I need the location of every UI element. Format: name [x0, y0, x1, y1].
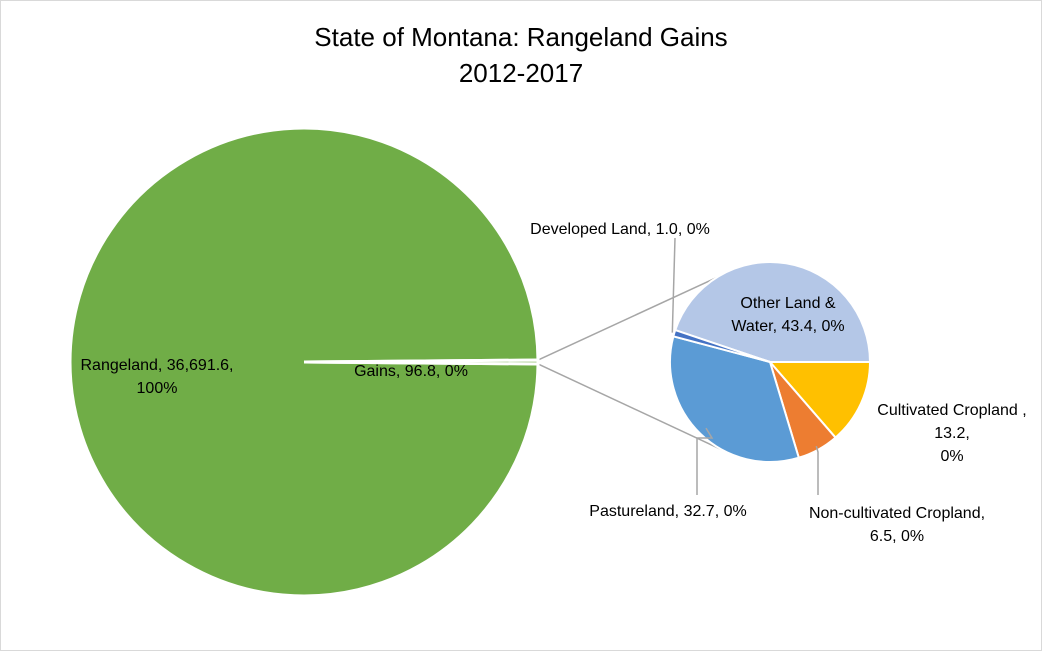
label-other-land-and-water-line-1: Other Land &: [740, 295, 836, 312]
chart-title-line-2: 2012-2017: [459, 58, 583, 88]
leader-line-pastureland: [696, 427, 714, 495]
label-cultivated-cropland-line-2: 13.2,: [934, 425, 970, 442]
main-pie: [68, 126, 540, 598]
label-gains-line-1: Gains, 96.8, 0%: [354, 363, 468, 380]
label-pastureland: Pastureland, 32.7, 0%: [589, 503, 746, 520]
label-other-land-and-water: Other Land & Water, 43.4, 0%: [731, 295, 844, 335]
data-labels: Rangeland, 36,691.6, 100% Gains, 96.8, 0% O…: [80, 221, 1026, 545]
label-gains: Gains, 96.8, 0%: [354, 363, 468, 380]
slice-other-land-and-water: [673, 260, 872, 363]
label-rangeland: Rangeland, 36,691.6, 100%: [80, 357, 233, 397]
label-rangeland-line-2: 100%: [137, 380, 178, 397]
slice-cultivated-cropland: [767, 361, 872, 439]
pie-connector-lines: [537, 277, 724, 451]
label-rangeland-line-1: Rangeland, 36,691.6,: [80, 357, 233, 374]
label-non-cultivated-cropland-line-2: 6.5, 0%: [870, 528, 924, 545]
label-cultivated-cropland-line-3: 0%: [940, 448, 963, 465]
label-other-land-and-water-line-2: Water, 43.4, 0%: [731, 318, 844, 335]
secondary-pie: [669, 260, 872, 463]
label-cultivated-cropland-line-1: Cultivated Cropland ,: [877, 402, 1026, 419]
slice-developed-land: [672, 328, 771, 363]
chart-title-line-1: State of Montana: Rangeland Gains: [314, 22, 727, 52]
slice-gains: [303, 358, 540, 366]
label-developed-land: Developed Land, 1.0, 0%: [530, 221, 710, 238]
label-non-cultivated-cropland-line-1: Non-cultivated Cropland,: [809, 505, 985, 522]
slice-pastureland: [669, 335, 801, 463]
label-pastureland-line-1: Pastureland, 32.7, 0%: [589, 503, 746, 520]
label-non-cultivated-cropland: Non-cultivated Cropland, 6.5, 0%: [809, 505, 985, 545]
chart-title: State of Montana: Rangeland Gains 2012-2…: [314, 22, 727, 88]
leader-lines: [671, 237, 819, 495]
connector-line-top: [537, 277, 717, 361]
connector-line-bottom: [537, 363, 724, 451]
label-cultivated-cropland: Cultivated Cropland , 13.2, 0%: [877, 402, 1026, 465]
leader-line-developed-land: [671, 237, 676, 333]
label-developed-land-line-1: Developed Land, 1.0, 0%: [530, 221, 710, 238]
leader-line-non-cultivated-cropland: [815, 445, 819, 495]
